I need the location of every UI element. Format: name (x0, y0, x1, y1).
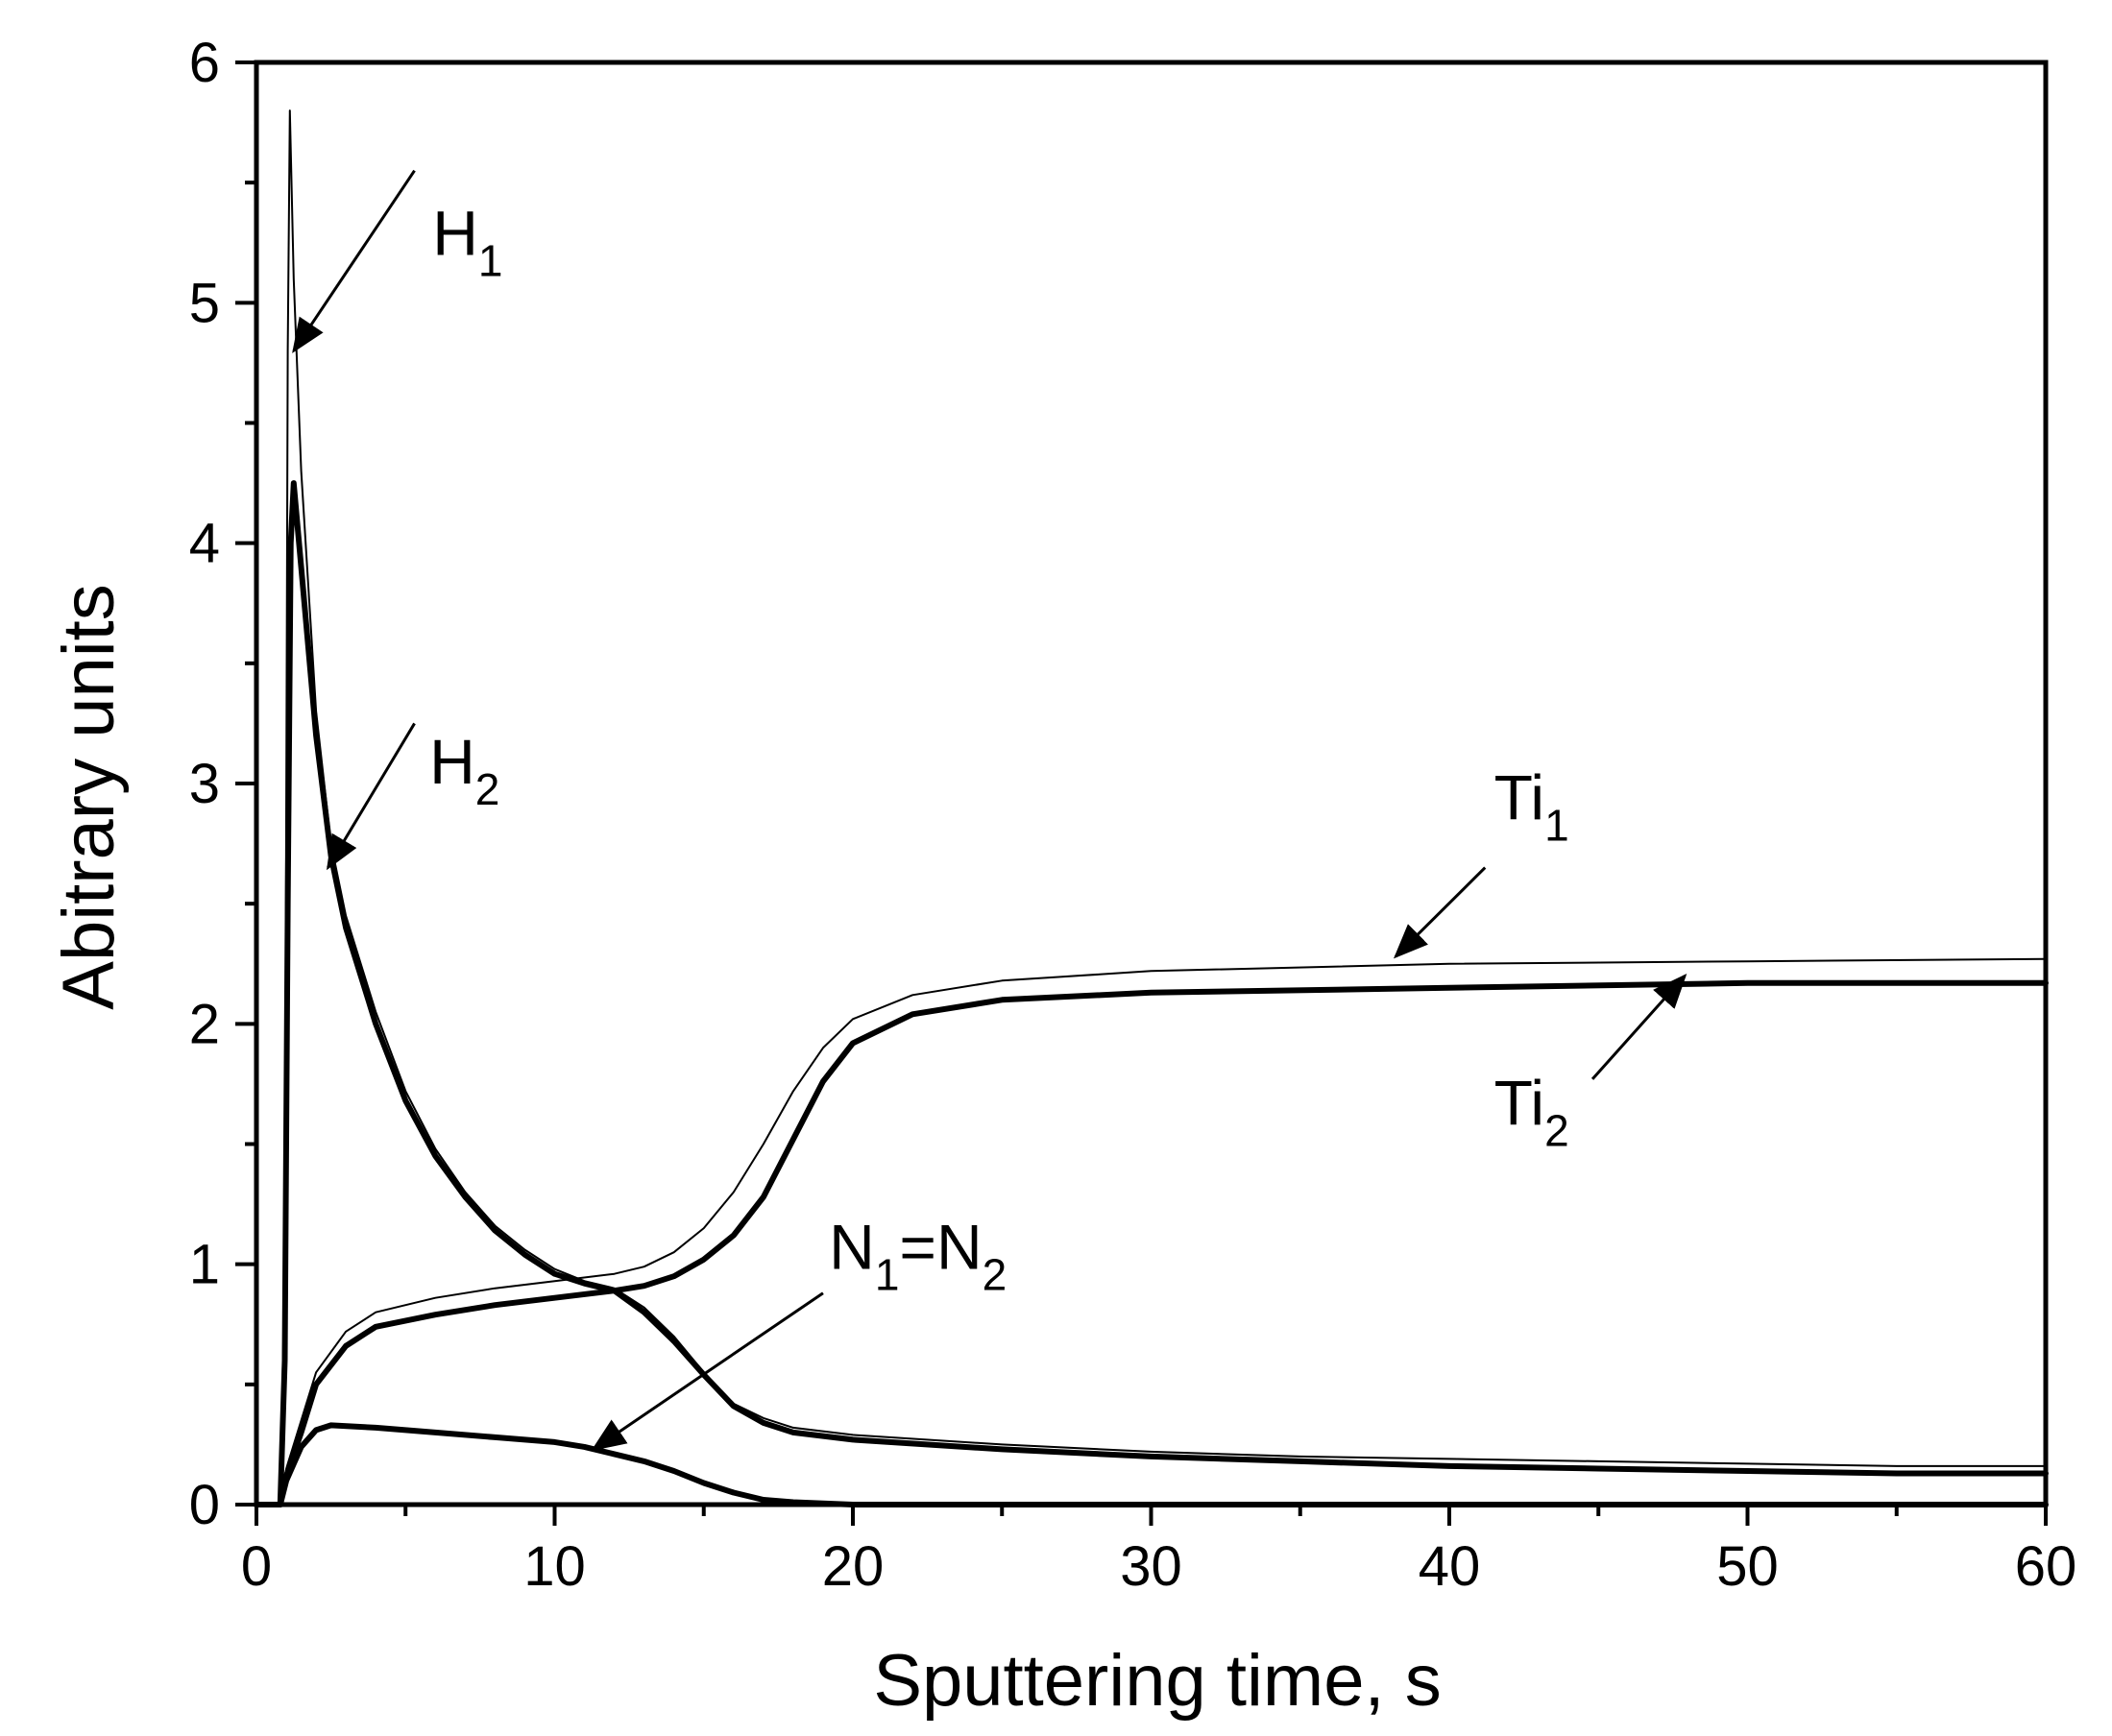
y-tick-label: 0 (189, 1474, 220, 1536)
annotation-ti2-arrow (1590, 974, 1687, 1080)
annotation-ti1-arrow (1393, 866, 1487, 959)
series-line-ti2 (254, 979, 2049, 1507)
x-tick-label: 60 (2015, 1535, 2077, 1598)
y-tick-label: 1 (189, 1234, 220, 1296)
x-tick-label: 20 (822, 1535, 885, 1598)
x-tick-label: 40 (1419, 1535, 1481, 1598)
y-tick-label: 6 (189, 32, 220, 94)
y-tick-label: 4 (189, 513, 220, 575)
series-line-n1-n2 (254, 1422, 2049, 1507)
annotation-h2-label: H2 (429, 726, 499, 814)
annotation-n1-n2-arrow (591, 1291, 824, 1452)
annotation-n1-n2-label: N1=N2 (829, 1212, 1007, 1300)
annotation-h1-arrow (292, 169, 416, 353)
x-tick-label: 10 (523, 1535, 586, 1598)
series-layer (254, 109, 2049, 1507)
annotation-ti2-label: Ti2 (1494, 1067, 1569, 1155)
annotation-h2-arrow (326, 722, 416, 871)
x-axis-title: Sputtering time, s (873, 1640, 1441, 1722)
x-tick-label: 0 (241, 1535, 272, 1598)
annotation-layer: H1 H2 Ti1 Ti2 N1=N2 (292, 169, 1687, 1452)
y-tick-label: 5 (189, 272, 220, 334)
series-line-h1 (255, 109, 2047, 1506)
annotation-h1-label: H1 (432, 197, 502, 285)
x-tick-label: 50 (1716, 1535, 1779, 1598)
x-tick-label: 30 (1120, 1535, 1182, 1598)
axis-layer: 0 10 20 30 40 50 60 0 1 2 3 4 5 6 (189, 32, 2077, 1598)
annotation-ti1-label: Ti1 (1494, 762, 1569, 851)
y-tick-label: 2 (189, 993, 220, 1055)
series-line-ti1 (255, 957, 2047, 1506)
y-axis-title: Abitrary units (48, 584, 130, 1010)
y-tick-label: 3 (189, 753, 220, 815)
